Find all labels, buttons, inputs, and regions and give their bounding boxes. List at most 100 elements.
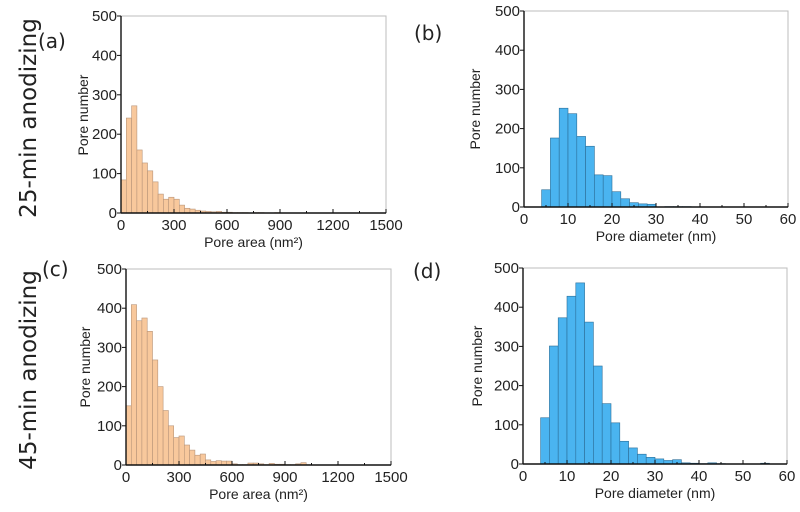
- x-tick-label: 20: [604, 211, 621, 228]
- x-tick-label: 0: [520, 211, 528, 228]
- panel-c-pore-area-45min: 0 300 600 900 1200 1500 0 100 200 300 400 500 Pore a…: [42, 257, 408, 502]
- histogram-bar: [619, 440, 629, 465]
- x-axis-title: Pore area (nm²): [204, 234, 303, 250]
- x-tick-label: 300: [161, 217, 186, 234]
- y-tick-label: 400: [494, 299, 519, 316]
- y-tick-label: 200: [92, 126, 117, 143]
- histogram-bar: [654, 458, 665, 465]
- histogram-bar: [594, 174, 604, 208]
- histogram-bar: [194, 454, 201, 466]
- y-tick-label: 0: [114, 457, 122, 474]
- histogram-bar: [131, 304, 137, 466]
- x-tick-label: 10: [559, 468, 576, 485]
- x-tick-label: 50: [735, 468, 752, 485]
- y-tick-label: 100: [97, 418, 122, 435]
- histogram-bar: [178, 435, 185, 466]
- x-tick-label: 1200: [316, 217, 349, 234]
- histogram-bar: [637, 453, 647, 465]
- histogram-bar: [141, 162, 148, 214]
- histogram-bar: [189, 449, 196, 466]
- row-label-25min: 25-min anodizing: [16, 18, 42, 218]
- panel-label: (b): [414, 21, 442, 45]
- y-tick-label: 300: [97, 339, 122, 356]
- histogram-bar: [131, 105, 138, 214]
- y-tick-label: 500: [97, 261, 122, 278]
- histogram-bar: [575, 282, 585, 465]
- histogram-bar: [136, 320, 143, 466]
- histogram-bar: [157, 193, 164, 214]
- histogram-bar: [610, 422, 621, 465]
- y-tick-label: 500: [494, 260, 519, 277]
- y-tick-label: 0: [109, 205, 117, 222]
- y-tick-label: 500: [495, 3, 520, 20]
- panel-label: (c): [42, 257, 69, 281]
- panel-a-pore-area-25min: 0 300 600 900 1200 1500 0 100 200 300 400 500 Pore a…: [38, 8, 403, 250]
- histogram-bar: [602, 175, 613, 208]
- histogram-bar: [125, 405, 132, 466]
- y-tick-label: 400: [495, 42, 520, 59]
- row-label-45min: 45-min anodizing: [16, 270, 42, 470]
- x-tick-label: 900: [272, 469, 297, 486]
- y-tick-label: 200: [495, 121, 520, 138]
- x-tick-label: 40: [692, 211, 709, 228]
- histogram-bar: [168, 425, 174, 466]
- histogram-bar: [152, 181, 159, 214]
- y-tick-label: 0: [512, 199, 520, 216]
- x-tick-label: 40: [691, 468, 708, 485]
- panel-label: (d): [413, 259, 441, 283]
- y-axis-title: Pore number: [75, 74, 91, 155]
- histogram-bar: [550, 137, 560, 208]
- histogram-bar: [576, 136, 586, 208]
- y-tick-label: 200: [97, 379, 122, 396]
- histogram-bar: [585, 145, 595, 208]
- x-tick-label: 20: [603, 468, 620, 485]
- histogram-bar: [147, 170, 154, 214]
- y-axis-title: Pore number: [467, 68, 483, 149]
- histogram-bar: [549, 345, 559, 465]
- x-tick-label: 300: [166, 469, 191, 486]
- histogram-bar: [173, 198, 180, 214]
- histogram-bar: [601, 403, 612, 465]
- panel-label: (a): [38, 29, 66, 53]
- histogram-bar: [146, 331, 153, 466]
- x-axis-title: Pore diameter (nm): [595, 485, 716, 501]
- x-tick-label: 30: [647, 468, 664, 485]
- histogram-bar: [152, 359, 159, 466]
- y-tick-label: 400: [92, 47, 117, 64]
- histogram-bar: [162, 410, 169, 466]
- y-tick-label: 100: [494, 417, 519, 434]
- histogram-bar: [168, 196, 175, 214]
- histogram-bar: [645, 457, 656, 465]
- x-tick-label: 60: [780, 211, 797, 228]
- histogram-bar: [205, 459, 212, 466]
- histogram-bar: [557, 317, 568, 465]
- histogram-bar: [184, 207, 191, 214]
- x-axis-title: Pore diameter (nm): [596, 228, 717, 244]
- x-tick-label: 0: [519, 468, 527, 485]
- panel-d-pore-diameter-45min: 0 10 20 30 40 50 60 0 100 200 300 400 500 Pore diamet…: [413, 259, 795, 501]
- histogram-bar: [540, 417, 550, 465]
- x-tick-label: 30: [648, 211, 665, 228]
- histogram-bar: [620, 198, 630, 208]
- histogram-bar: [593, 365, 603, 465]
- y-tick-label: 200: [494, 378, 519, 395]
- y-tick-label: 300: [494, 338, 519, 355]
- panel-b-pore-diameter-25min: 0 10 20 30 40 50 60 0 100 200 300 400 500 Pore diamet…: [414, 3, 796, 244]
- histogram-bar: [567, 113, 578, 208]
- y-tick-label: 100: [92, 166, 117, 183]
- histogram-bar: [611, 191, 622, 208]
- x-tick-label: 1500: [369, 217, 402, 234]
- x-tick-label: 0: [117, 217, 125, 234]
- histogram-bar: [566, 295, 577, 465]
- y-tick-label: 100: [495, 160, 520, 177]
- y-tick-label: 300: [495, 81, 520, 98]
- x-tick-label: 600: [214, 217, 239, 234]
- histogram-bar: [541, 189, 551, 208]
- x-tick-label: 10: [560, 211, 577, 228]
- histogram-bar: [584, 321, 594, 465]
- histogram-bar: [136, 149, 143, 214]
- x-tick-label: 60: [779, 468, 796, 485]
- histogram-bar: [558, 107, 569, 208]
- histogram-bar: [163, 198, 169, 214]
